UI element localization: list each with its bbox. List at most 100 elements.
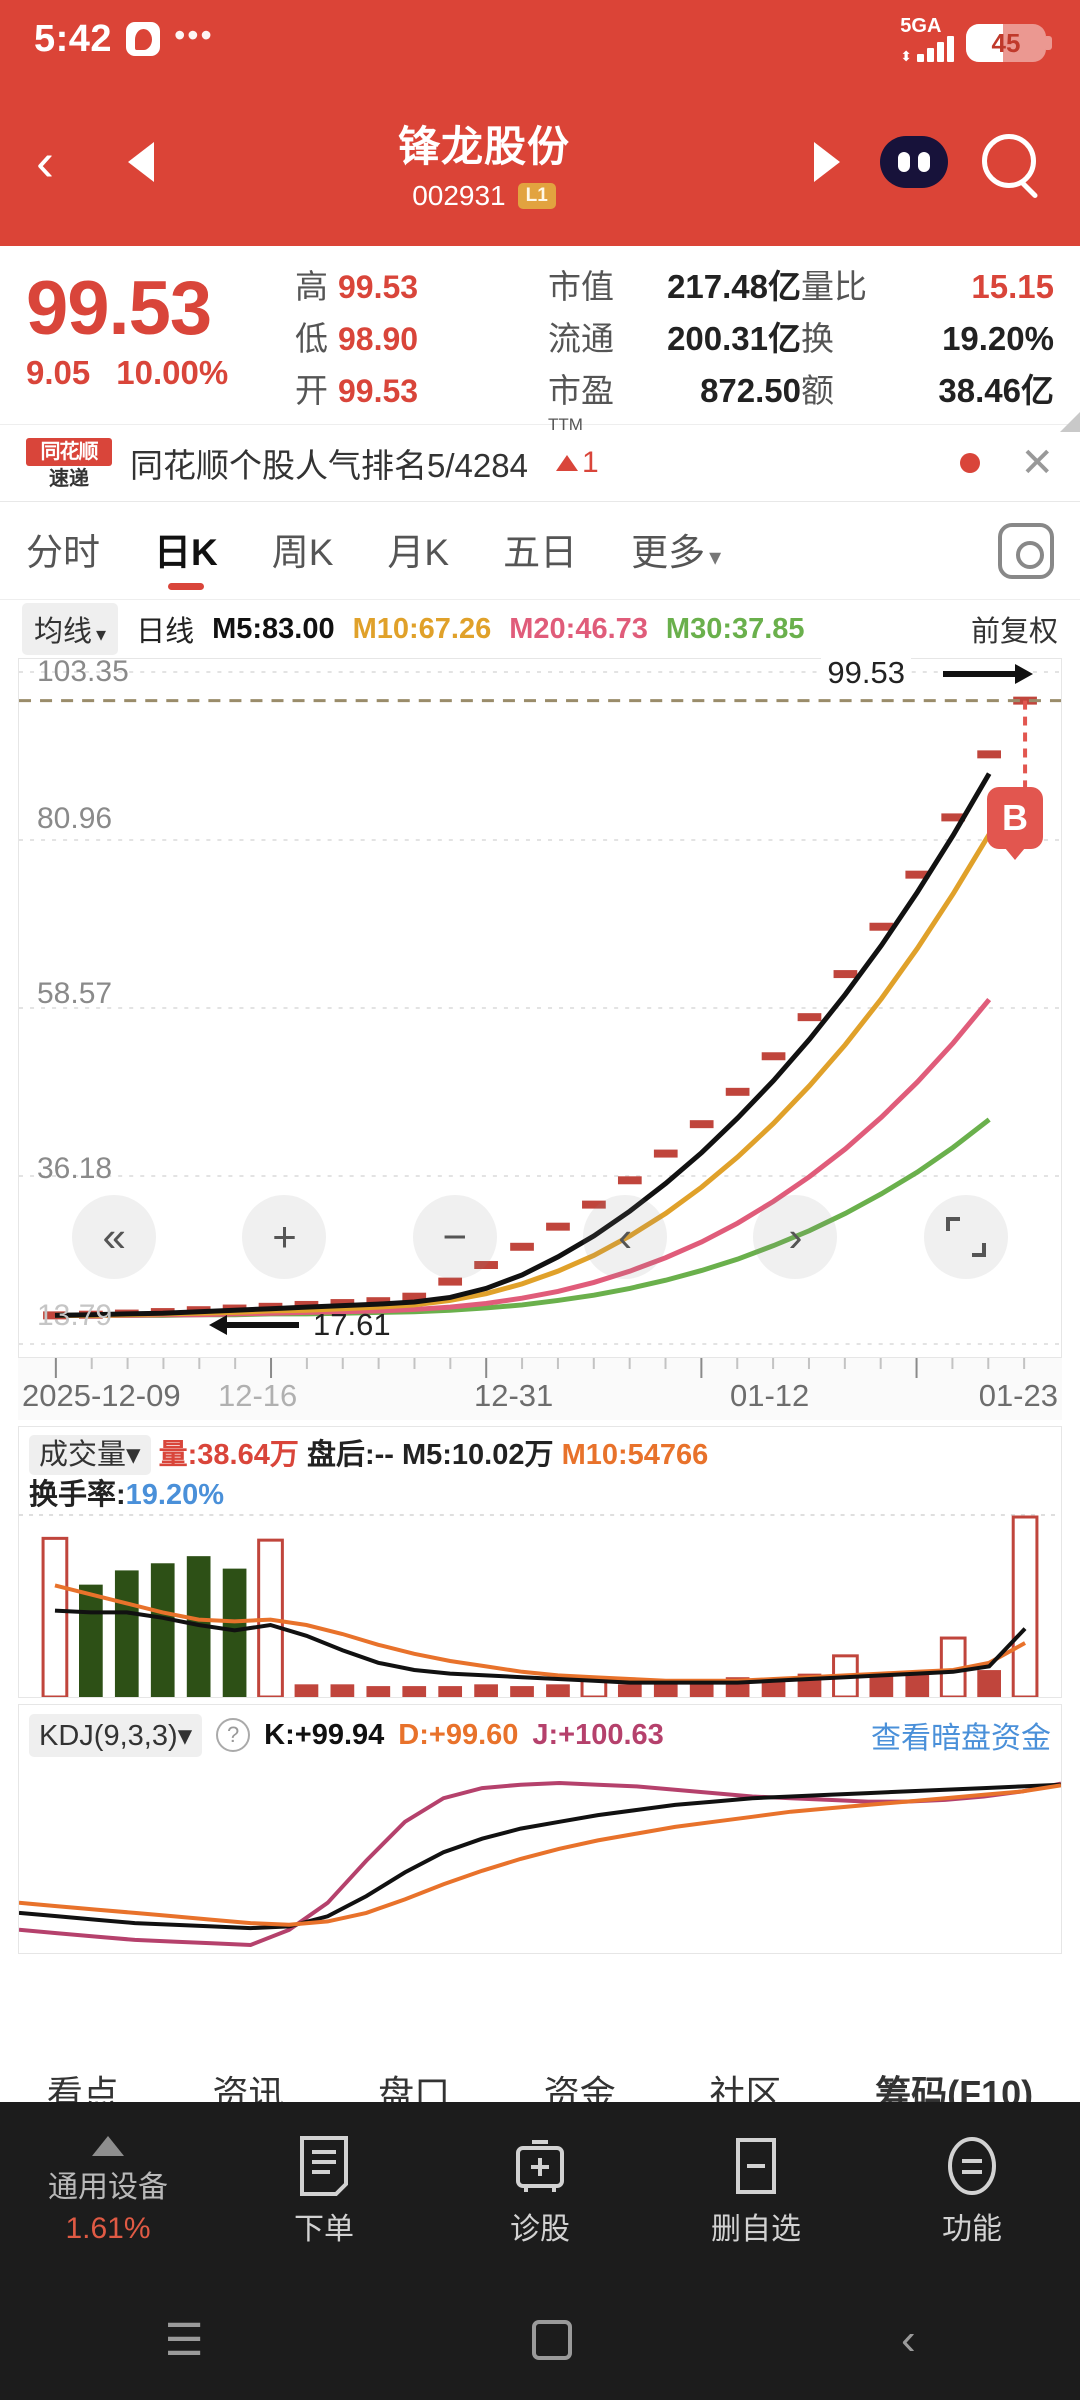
diagnose-button[interactable]: 诊股 bbox=[432, 2134, 648, 2248]
price-change-block: 9.05 10.00% bbox=[26, 354, 291, 392]
scroll-left-button[interactable]: ‹ bbox=[583, 1195, 668, 1279]
float-value: 200.31亿 bbox=[667, 320, 801, 357]
tab-month-k[interactable]: 月K bbox=[387, 531, 450, 573]
level-badge: L1 bbox=[517, 182, 556, 209]
close-icon[interactable]: ✕ bbox=[1020, 441, 1054, 485]
current-price-label: 99.53 bbox=[821, 655, 911, 691]
quote-col-hlo-labels: 高 99.53 低 98.90 开 99.53 bbox=[291, 260, 548, 416]
price-arrow-icon bbox=[943, 664, 1033, 684]
order-button[interactable]: 下单 bbox=[216, 2134, 432, 2248]
quote-col-cap: 市值 217.48亿 流通 200.31亿 市盈TTM 872.50 bbox=[548, 260, 801, 434]
price-block: 99.53 9.05 10.00% bbox=[26, 260, 291, 416]
arrow-up-icon bbox=[555, 455, 578, 471]
left-arrow-icon bbox=[209, 1315, 299, 1335]
open-label: 开 bbox=[295, 372, 328, 409]
volume-chart-svg bbox=[19, 1514, 1061, 1697]
scroll-right-button[interactable]: › bbox=[753, 1195, 838, 1279]
y-tick-2: 58.57 bbox=[37, 977, 113, 1010]
kdj-header: KDJ(9,3,3)▾ ? K:+99.94 D:+99.60 J:+100.6… bbox=[19, 1705, 1061, 1757]
chevron-down-icon: ▾ bbox=[96, 624, 107, 646]
back-chevron-icon[interactable]: ‹ bbox=[901, 2315, 916, 2364]
volume-indicator-selector[interactable]: 成交量▾ bbox=[29, 1435, 151, 1475]
open-value: 99.53 bbox=[338, 373, 419, 409]
tab-day-k[interactable]: 日K bbox=[154, 522, 218, 590]
volume-m10: M10:54766 bbox=[561, 1439, 709, 1471]
status-bar-right: 5GA ⬍ 45 bbox=[900, 15, 1052, 63]
ths-logo-top: 同花顺 bbox=[26, 437, 112, 466]
tab-week-k[interactable]: 周K bbox=[271, 531, 334, 573]
buy-marker-badge[interactable]: B bbox=[987, 787, 1043, 860]
mktcap-value: 217.48亿 bbox=[667, 268, 801, 305]
status-time: 5:42 bbox=[34, 17, 113, 60]
battery-level: 45 bbox=[991, 27, 1021, 58]
search-icon[interactable] bbox=[976, 128, 1044, 196]
help-icon[interactable]: ? bbox=[216, 1718, 251, 1752]
ths-logo-bottom: 速递 bbox=[49, 467, 89, 490]
signal-bars-icon: ⬍ bbox=[900, 36, 954, 63]
status-bar-left: 5:42 ••• bbox=[34, 16, 214, 61]
remove-watchlist-label: 删自选 bbox=[711, 2213, 801, 2246]
expand-corner-icon[interactable] bbox=[1060, 412, 1080, 432]
battery-fill bbox=[966, 24, 1003, 62]
adjust-mode[interactable]: 前复权 bbox=[970, 616, 1058, 648]
tab-five-day[interactable]: 五日 bbox=[503, 531, 578, 573]
ma-kind-label: 日线 bbox=[136, 616, 195, 648]
amount-value: 38.46亿 bbox=[938, 372, 1054, 409]
ma10-value: M10:67.26 bbox=[352, 612, 492, 645]
prev-stock-button[interactable] bbox=[106, 142, 176, 182]
rank-text: 同花顺个股人气排名5/4284 bbox=[130, 447, 528, 484]
chevron-down-icon: ▾ bbox=[126, 1439, 141, 1471]
volume-value: 量:38.64万 bbox=[158, 1439, 299, 1471]
red-dot-icon bbox=[960, 453, 981, 473]
volratio-label: 量比 bbox=[801, 268, 867, 305]
diagnose-plus-icon bbox=[516, 2140, 564, 2192]
x-axis: 2025-12-09 12-16 12-31 01-12 01-23 bbox=[18, 1358, 1062, 1420]
after-hours-value: 盘后:-- bbox=[306, 1439, 394, 1471]
network-type-label: 5GA bbox=[900, 15, 942, 37]
device-status-item[interactable]: 通用设备 1.61% bbox=[0, 2136, 216, 2246]
left-price-value: 17.61 bbox=[313, 1307, 391, 1342]
ma-selector[interactable]: 均线 ▾ bbox=[22, 603, 119, 655]
home-square-icon[interactable] bbox=[532, 2320, 573, 2360]
popularity-rank-banner[interactable]: 同花顺 速递 同花顺个股人气排名5/4284 1 ✕ bbox=[0, 424, 1080, 502]
tab-fenshi[interactable]: 分时 bbox=[26, 531, 100, 573]
kdj-k-value: K:+99.94 bbox=[264, 1718, 385, 1751]
functions-icon bbox=[948, 2137, 996, 2195]
ma30-value: M30:37.85 bbox=[665, 612, 805, 645]
turnover-value: 19.20% bbox=[942, 320, 1054, 357]
quote-col-ratios: 量比 15.15 换 19.20% 额 38.46亿 bbox=[801, 260, 1054, 416]
next-stock-button[interactable] bbox=[792, 142, 862, 182]
x-axis-ticks bbox=[54, 1358, 1026, 1378]
ma20-value: M20:46.73 bbox=[509, 612, 648, 645]
status-bar: 5:42 ••• 5GA ⬍ 45 bbox=[0, 0, 1080, 78]
quote-panel: 99.53 9.05 10.00% 高 99.53 低 98.90 开 99.53 市… bbox=[0, 246, 1080, 434]
remove-minus-icon bbox=[736, 2138, 776, 2194]
device-pct: 1.61% bbox=[65, 2212, 151, 2245]
volume-chart-panel[interactable]: 成交量▾ 量:38.64万 盘后:-- M5:10.02万 M10:54766 … bbox=[18, 1426, 1062, 1698]
chart-controls: « + − ‹ › bbox=[19, 1195, 1061, 1279]
pe-value: 872.50 bbox=[700, 372, 801, 409]
ma-indicator-bar: 均线 ▾ 日线 M5:83.00 M10:67.26 M20:46.73 M30:… bbox=[0, 600, 1080, 658]
pe-label: 市盈TTM bbox=[548, 372, 614, 434]
price-chart[interactable]: 103.35 80.96 58.57 36.18 13.79 99.53 B 1… bbox=[18, 655, 1062, 1358]
functions-button[interactable]: 功能 bbox=[864, 2134, 1080, 2248]
kdj-chart-panel[interactable]: KDJ(9,3,3)▾ ? K:+99.94 D:+99.60 J:+100.6… bbox=[18, 1704, 1062, 1954]
zoom-in-button[interactable]: + bbox=[242, 1195, 327, 1279]
back-chevron-icon[interactable]: ‹ bbox=[36, 132, 54, 192]
dark-pool-link[interactable]: 查看暗盘资金 bbox=[871, 1722, 1051, 1755]
tab-more[interactable]: 更多 ▾ bbox=[631, 531, 722, 573]
zoom-out-button[interactable]: − bbox=[412, 1195, 497, 1279]
menu-icon[interactable]: ☰ bbox=[164, 2315, 204, 2365]
y-tick-4: 13.79 bbox=[37, 1299, 113, 1332]
kdj-chart-svg bbox=[19, 1780, 1061, 1948]
ellipsis-icon: ••• bbox=[174, 16, 214, 53]
next-triangle-icon bbox=[814, 142, 840, 182]
robot-icon[interactable] bbox=[880, 136, 948, 188]
kdj-indicator-selector[interactable]: KDJ(9,3,3)▾ bbox=[29, 1713, 203, 1757]
amount-label: 额 bbox=[801, 372, 834, 409]
remove-watchlist-button[interactable]: 删自选 bbox=[648, 2134, 864, 2248]
chart-settings-icon[interactable] bbox=[998, 523, 1054, 579]
device-label: 通用设备 bbox=[48, 2171, 168, 2204]
scroll-left-fast-button[interactable]: « bbox=[72, 1195, 157, 1279]
fullscreen-button[interactable] bbox=[923, 1195, 1008, 1279]
